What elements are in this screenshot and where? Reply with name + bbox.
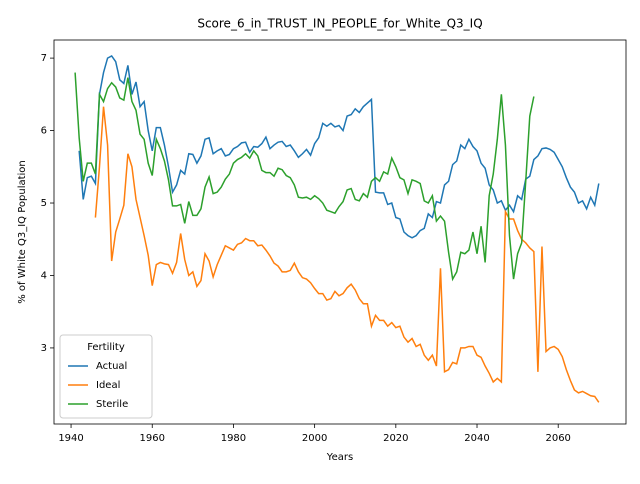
series-line	[94, 106, 600, 403]
x-tick-label: 1980	[221, 433, 246, 444]
y-axis-label: % of White Q3_IQ Population	[17, 160, 28, 304]
x-tick-label: 2060	[545, 433, 570, 444]
y-tick-label: 3	[41, 343, 47, 354]
legend-box	[59, 334, 153, 419]
x-tick-label: 1960	[140, 433, 165, 444]
legend-label: Ideal	[96, 380, 120, 391]
chart-title: Score_6_in_TRUST_IN_PEOPLE_for_White_Q3_…	[197, 17, 482, 31]
y-tick-label: 4	[41, 270, 47, 281]
plot-frame	[53, 39, 627, 425]
y-tick-label: 6	[41, 126, 47, 137]
x-tick-label: 2000	[302, 433, 327, 444]
x-tick-label: 2020	[383, 433, 408, 444]
series-line	[74, 72, 535, 282]
y-tick-label: 7	[41, 53, 47, 64]
x-tick-label: 2040	[464, 433, 489, 444]
y-tick-label: 5	[41, 198, 47, 209]
series-line	[78, 54, 600, 239]
x-axis-label: Years	[326, 452, 353, 463]
legend-title: Fertility	[87, 342, 125, 353]
legend-label: Actual	[96, 361, 127, 372]
legend-label: Sterile	[96, 399, 128, 410]
x-tick-label: 1940	[58, 433, 83, 444]
